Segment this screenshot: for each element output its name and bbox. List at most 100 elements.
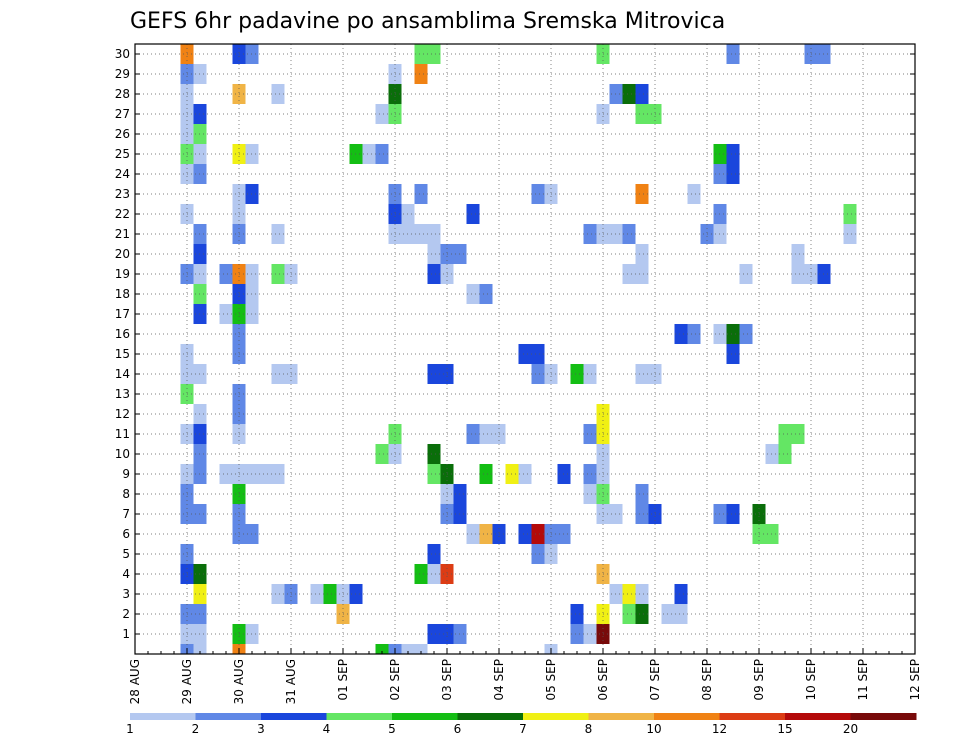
colorbar-label: 1 <box>126 722 134 736</box>
colorbar-label: 2 <box>192 722 200 736</box>
colorbar-swatch <box>195 713 262 720</box>
colorbar-swatch <box>523 713 589 720</box>
cell <box>401 644 415 654</box>
colorbar-swatch <box>850 713 917 720</box>
cell <box>726 44 740 64</box>
cell <box>570 604 584 624</box>
x-tick-label: 10 SEP <box>804 659 818 701</box>
cell <box>219 464 233 484</box>
colorbar-label: 12 <box>712 722 727 736</box>
y-tick-label: 10 <box>115 447 130 461</box>
colorbar-label: 4 <box>323 722 331 736</box>
cell <box>414 564 428 584</box>
cell <box>427 364 441 384</box>
cell <box>635 584 649 604</box>
colorbar-swatch <box>785 713 851 720</box>
y-tick-label: 25 <box>115 147 130 161</box>
colorbar-label: 15 <box>777 722 792 736</box>
cell <box>843 224 857 244</box>
cell <box>479 464 493 484</box>
y-tick-label: 8 <box>122 487 130 501</box>
y-tick-label: 19 <box>115 267 130 281</box>
cell <box>271 264 285 284</box>
cell <box>583 364 597 384</box>
cell <box>427 444 441 464</box>
y-tick-label: 21 <box>115 227 130 241</box>
cell <box>778 444 792 464</box>
cell <box>531 544 545 564</box>
y-axis: 1234567891011121314151617181920212223242… <box>115 47 915 641</box>
y-tick-label: 20 <box>115 247 130 261</box>
x-tick-label: 05 SEP <box>544 659 558 701</box>
y-tick-label: 9 <box>122 467 130 481</box>
cell <box>570 364 584 384</box>
cell <box>193 644 207 654</box>
cell <box>791 244 805 264</box>
y-tick-label: 15 <box>115 347 130 361</box>
x-axis: 28 AUG 29 AUG 30 AUG 31 AUG 01 SEP 02 SEP 03 S… <box>128 648 922 704</box>
cell <box>570 624 584 644</box>
cell <box>635 504 649 524</box>
colorbar-swatch <box>654 713 720 720</box>
x-tick-label: 06 SEP <box>596 659 610 701</box>
cell <box>531 364 545 384</box>
cell <box>687 324 701 344</box>
cell <box>427 564 441 584</box>
x-tick-label: 03 SEP <box>440 659 454 701</box>
cell <box>427 244 441 264</box>
cell <box>414 64 428 84</box>
cell <box>427 624 441 644</box>
cell <box>219 304 233 324</box>
cell <box>622 84 636 104</box>
colorbar-swatch <box>392 713 458 720</box>
cell <box>791 264 805 284</box>
cell <box>583 224 597 244</box>
cell <box>622 604 636 624</box>
colorbar: 1 2 3 4 5 6 7 8 10 12 15 20 <box>126 713 917 736</box>
x-tick-label: 28 AUG <box>128 659 142 704</box>
x-tick-label: 08 SEP <box>700 659 714 701</box>
cell <box>427 544 441 564</box>
cell <box>583 624 597 644</box>
y-tick-label: 18 <box>115 287 130 301</box>
cell <box>674 324 688 344</box>
grid-layer <box>135 44 915 654</box>
y-tick-label: 5 <box>122 547 130 561</box>
y-tick-label: 17 <box>115 307 130 321</box>
cell <box>726 504 740 524</box>
y-tick-label: 1 <box>122 627 130 641</box>
cell <box>518 524 532 544</box>
x-tick-label: 09 SEP <box>752 659 766 701</box>
colorbar-swatch <box>588 713 655 720</box>
x-tick-label: 29 AUG <box>180 659 194 704</box>
y-tick-label: 12 <box>115 407 130 421</box>
cell <box>622 224 636 244</box>
cell <box>258 464 272 484</box>
colorbar-swatch <box>457 713 524 720</box>
cell <box>739 324 753 344</box>
cell <box>271 224 285 244</box>
x-tick-label: 07 SEP <box>648 659 662 701</box>
y-tick-label: 14 <box>115 367 130 381</box>
cell <box>271 464 285 484</box>
y-tick-label: 7 <box>122 507 130 521</box>
y-tick-label: 27 <box>115 107 130 121</box>
colorbar-label: 8 <box>585 722 593 736</box>
cell <box>375 144 389 164</box>
colorbar-label: 7 <box>519 722 527 736</box>
cell <box>414 44 428 64</box>
colorbar-label: 3 <box>257 722 265 736</box>
cell <box>466 284 480 304</box>
colorbar-swatch <box>719 713 786 720</box>
cell <box>583 424 597 444</box>
colorbar-label: 10 <box>646 722 661 736</box>
cell <box>635 184 649 204</box>
cell <box>518 344 532 364</box>
colorbar-swatch <box>130 713 196 720</box>
cell <box>427 464 441 484</box>
cell <box>635 364 649 384</box>
cell <box>414 224 428 244</box>
cell <box>687 184 701 204</box>
cell <box>219 264 233 284</box>
